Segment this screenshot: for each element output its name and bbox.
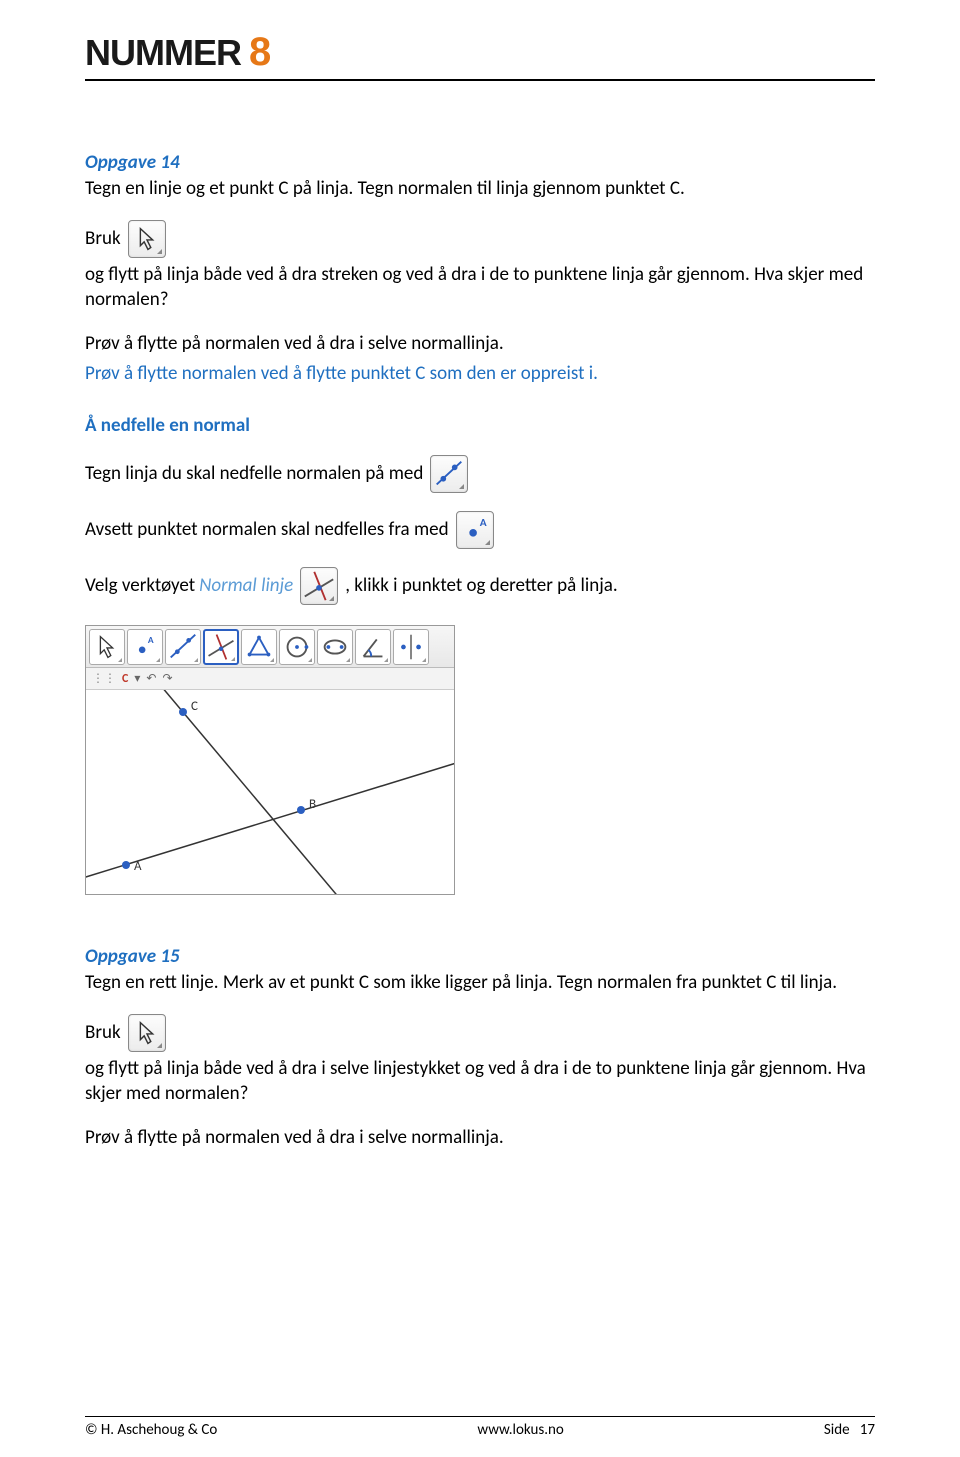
cursor-tool-icon-2 [128, 1014, 166, 1052]
oppgave15-title: Oppgave 15 [85, 945, 875, 968]
logo-digit: 8 [249, 30, 270, 75]
page-header: NUMMER 8 [85, 30, 875, 81]
footer-center: www.lokus.no [477, 1421, 563, 1439]
svg-text:A: A [148, 634, 154, 646]
oppgave15-line3: Prøv å flytte på normalen ved å dra i se… [85, 1125, 875, 1151]
oppgave14-title: Oppgave 14 [85, 151, 875, 174]
point-tool-icon: A [456, 511, 494, 549]
tb-polygon-icon [241, 629, 277, 665]
subbar-grip: ⋮⋮ [92, 671, 116, 686]
geogebra-subbar: ⋮⋮ C ▾ ↶ ↷ [86, 668, 454, 690]
logo: NUMMER 8 [85, 30, 875, 75]
line-tool-icon [430, 455, 468, 493]
perpendicular-tool-icon [300, 567, 338, 605]
tb-circle-icon [279, 629, 315, 665]
oppgave14-line4: Prøv å flytte normalen ved å flytte punk… [85, 361, 875, 387]
nedfelle-l1-text: Tegn linja du skal nedfelle normalen på … [85, 461, 423, 487]
bruk-pre: Bruk [85, 226, 121, 252]
subbar-c: C [122, 672, 128, 686]
logo-text: NUMMER [85, 32, 241, 74]
footer-left: © H. Aschehoug & Co [85, 1421, 217, 1439]
oppgave14-line1: Tegn en linje og et punkt C på linja. Te… [85, 176, 875, 202]
page-footer: © H. Aschehoug & Co www.lokus.no Side 17 [85, 1416, 875, 1439]
velg-post: , klikk i punktet og deretter på linja. [345, 573, 617, 599]
svg-text:C: C [191, 699, 198, 714]
o15-bruk-post: og flytt på linja både ved å dra i selve… [85, 1056, 875, 1107]
tb-angle-icon [355, 629, 391, 665]
nedfelle-l2-text: Avsett punktet normalen skal nedfelles f… [85, 517, 449, 543]
oppgave15-bruk: Bruk og flytt på linja både ved å dra i … [85, 1014, 875, 1107]
oppgave14-line3: Prøv å flytte på normalen ved å dra i se… [85, 331, 875, 357]
nedfelle-line3: Velg verktøyet Normal linje , klikk i pu… [85, 567, 875, 605]
tb-point-icon: A [127, 629, 163, 665]
subbar-drop: ▾ [134, 671, 140, 686]
tb-perpendicular-icon [203, 629, 239, 665]
svg-text:B: B [309, 797, 316, 812]
svg-text:A: A [134, 859, 142, 874]
toolname: Normal linje [199, 573, 293, 599]
nedfelle-heading: Å nedfelle en normal [85, 414, 875, 437]
svg-text:A: A [479, 516, 486, 530]
tb-ellipse-icon [317, 629, 353, 665]
geogebra-canvas: A B C [86, 690, 454, 894]
tb-reflect-icon [393, 629, 429, 665]
nedfelle-line2: Avsett punktet normalen skal nedfelles f… [85, 511, 875, 549]
bruk-post: og flytt på linja både ved å dra streken… [85, 262, 875, 313]
geogebra-toolbar: A [86, 626, 454, 668]
nedfelle-line1: Tegn linja du skal nedfelle normalen på … [85, 455, 875, 493]
subbar-redo: ↷ [162, 671, 172, 686]
oppgave15-line1: Tegn en rett linje. Merk av et punkt C s… [85, 970, 875, 996]
geogebra-screenshot: A ⋮⋮ C ▾ ↶ ↷ A B C [85, 625, 455, 895]
oppgave14-bruk: Bruk og flytt på linja både ved å dra st… [85, 220, 875, 313]
o15-bruk-pre: Bruk [85, 1020, 121, 1046]
velg-pre: Velg verktøyet [85, 573, 195, 599]
tb-line-icon [165, 629, 201, 665]
cursor-tool-icon [128, 220, 166, 258]
tb-cursor-icon [89, 629, 125, 665]
subbar-undo: ↶ [146, 671, 156, 686]
footer-right: Side 17 [824, 1421, 875, 1439]
